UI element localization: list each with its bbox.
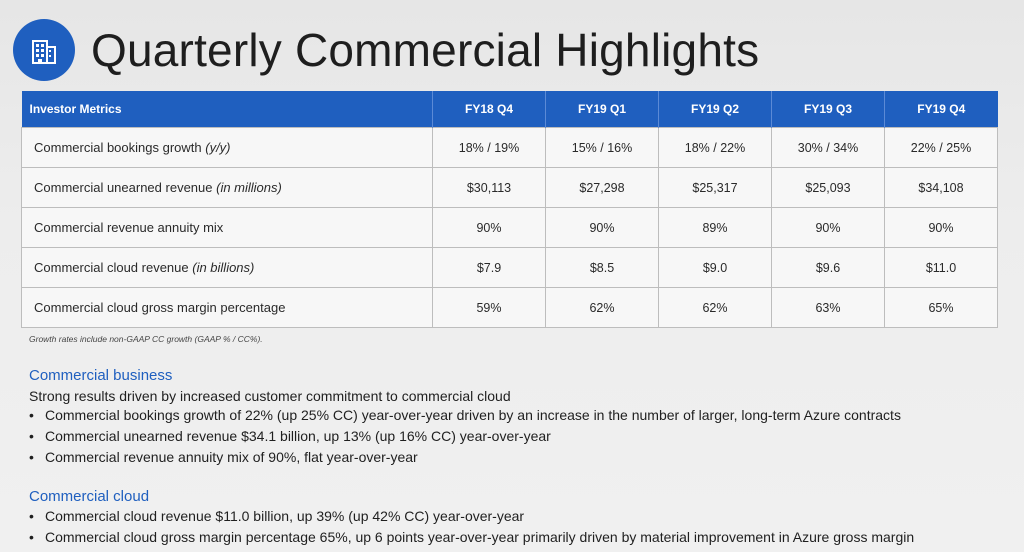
- table-cell: $27,298: [545, 167, 659, 208]
- table-cell: 62%: [658, 287, 772, 328]
- row-label-qualifier: (y/y): [205, 140, 231, 155]
- table-cell: 18% / 22%: [658, 127, 772, 168]
- table-body: Commercial bookings growth (y/y) 18% / 19…: [21, 127, 998, 328]
- row-label: Commercial cloud gross margin percentage: [21, 287, 433, 328]
- table-cell: 90%: [771, 207, 885, 248]
- row-label: Commercial revenue annuity mix: [21, 207, 433, 248]
- slide-header: Quarterly Commercial Highlights: [13, 18, 759, 82]
- table-row: Commercial unearned revenue (in millions…: [21, 167, 998, 208]
- row-label-text: Commercial revenue annuity mix: [34, 220, 224, 235]
- row-label-qualifier: (in millions): [216, 180, 282, 195]
- table-cell: $11.0: [884, 247, 998, 288]
- section-commercial-business: Commercial business Strong results drive…: [29, 367, 901, 470]
- table-cell: $30,113: [432, 167, 546, 208]
- table-cell: 65%: [884, 287, 998, 328]
- row-label: Commercial cloud revenue (in billions): [21, 247, 433, 288]
- table-cell: $25,093: [771, 167, 885, 208]
- table-cell: 18% / 19%: [432, 127, 546, 168]
- investor-metrics-table: Investor Metrics FY18 Q4 FY19 Q1 FY19 Q2…: [21, 91, 998, 328]
- table-row: Commercial revenue annuity mix 90% 90% 89% 9…: [21, 207, 998, 248]
- row-label-text: Commercial cloud revenue: [34, 260, 193, 275]
- row-label: Commercial unearned revenue (in millions…: [21, 167, 433, 208]
- table-row: Commercial cloud revenue (in billions) $7…: [21, 247, 998, 288]
- table-cell: 22% / 25%: [884, 127, 998, 168]
- table-footnote: Growth rates include non-GAAP CC growth …: [29, 334, 263, 344]
- table-cell: 90%: [884, 207, 998, 248]
- table-cell: 89%: [658, 207, 772, 248]
- table-cell: $34,108: [884, 167, 998, 208]
- row-label-text: Commercial cloud gross margin percentage: [34, 300, 286, 315]
- table-cell: 30% / 34%: [771, 127, 885, 168]
- list-item: Commercial bookings growth of 22% (up 25…: [29, 407, 901, 423]
- section-commercial-cloud: Commercial cloud Commercial cloud revenu…: [29, 488, 914, 550]
- list-item: Commercial cloud revenue $11.0 billion, …: [29, 508, 914, 524]
- column-header: FY19 Q1: [545, 91, 659, 128]
- table-cell: 63%: [771, 287, 885, 328]
- table-cell: $7.9: [432, 247, 546, 288]
- section-heading: Commercial cloud: [29, 488, 150, 505]
- table-row: Commercial bookings growth (y/y) 18% / 19…: [21, 127, 998, 168]
- page-title: Quarterly Commercial Highlights: [91, 24, 760, 76]
- row-label-text: Commercial bookings growth: [34, 140, 206, 155]
- column-header: FY19 Q4: [884, 91, 998, 128]
- row-label-qualifier: (in billions): [192, 260, 255, 275]
- section-lead: Strong results driven by increased custo…: [29, 388, 511, 404]
- column-header: FY19 Q2: [658, 91, 772, 128]
- office-building-icon: [13, 19, 75, 81]
- column-header: FY18 Q4: [432, 91, 546, 128]
- table-cell: 90%: [432, 207, 546, 248]
- table-cell: 90%: [545, 207, 659, 248]
- table-header-row: Investor Metrics FY18 Q4 FY19 Q1 FY19 Q2…: [21, 91, 998, 128]
- table-cell: $9.0: [658, 247, 772, 288]
- list-item: Commercial cloud gross margin percentage…: [29, 529, 914, 545]
- table-row: Commercial cloud gross margin percentage…: [21, 287, 998, 328]
- bullet-list: Commercial cloud revenue $11.0 billion, …: [29, 508, 914, 545]
- section-heading: Commercial business: [29, 367, 173, 384]
- table-cell: 59%: [432, 287, 546, 328]
- table-cell: 62%: [545, 287, 659, 328]
- bullet-list: Commercial bookings growth of 22% (up 25…: [29, 407, 901, 465]
- row-label: Commercial bookings growth (y/y): [21, 127, 433, 168]
- table-cell: 15% / 16%: [545, 127, 659, 168]
- column-header: Investor Metrics: [21, 91, 433, 128]
- row-label-text: Commercial unearned revenue: [34, 180, 217, 195]
- table-cell: $25,317: [658, 167, 772, 208]
- column-header: FY19 Q3: [771, 91, 885, 128]
- list-item: Commercial revenue annuity mix of 90%, f…: [29, 449, 901, 465]
- table-cell: $9.6: [771, 247, 885, 288]
- list-item: Commercial unearned revenue $34.1 billio…: [29, 428, 901, 444]
- table-cell: $8.5: [545, 247, 659, 288]
